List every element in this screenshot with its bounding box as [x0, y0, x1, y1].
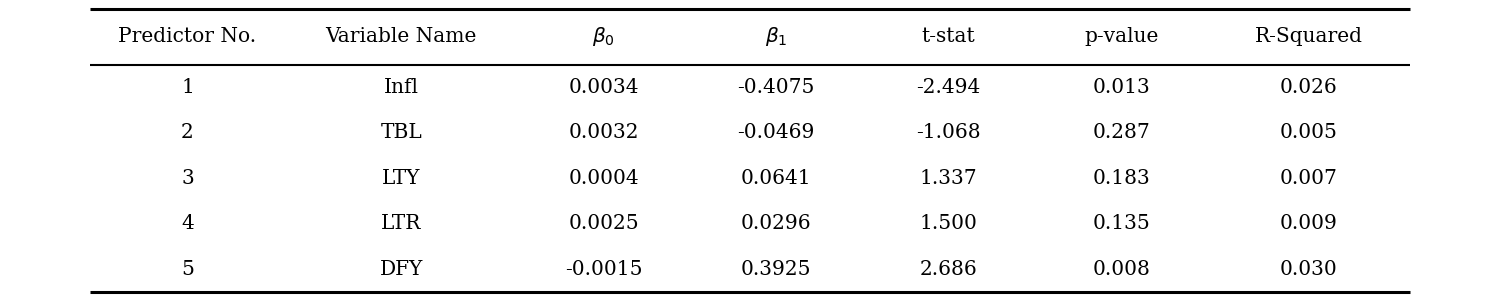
Text: 0.0034: 0.0034 [568, 78, 639, 97]
Text: 0.013: 0.013 [1092, 78, 1150, 97]
Text: 1.337: 1.337 [920, 169, 978, 188]
Text: 0.008: 0.008 [1092, 260, 1150, 279]
Text: 0.0641: 0.0641 [741, 169, 812, 188]
Text: $\beta_0$: $\beta_0$ [592, 25, 615, 48]
Text: 0.005: 0.005 [1280, 123, 1338, 142]
Text: 0.007: 0.007 [1280, 169, 1338, 188]
Text: TBL: TBL [381, 123, 422, 142]
Text: 0.183: 0.183 [1092, 169, 1150, 188]
Text: 0.0004: 0.0004 [568, 169, 639, 188]
Text: Variable Name: Variable Name [326, 27, 477, 46]
Text: 2.686: 2.686 [920, 260, 978, 279]
Text: $\beta_1$: $\beta_1$ [765, 25, 788, 48]
Text: -1.068: -1.068 [916, 123, 981, 142]
Text: 3: 3 [182, 169, 194, 188]
Text: -0.0015: -0.0015 [566, 260, 642, 279]
Text: LTY: LTY [382, 169, 420, 188]
Text: p-value: p-value [1084, 27, 1158, 46]
Text: 0.0296: 0.0296 [741, 214, 812, 233]
Text: 4: 4 [182, 214, 194, 233]
Text: Infl: Infl [384, 78, 418, 97]
Text: 0.0025: 0.0025 [568, 214, 639, 233]
Text: -2.494: -2.494 [916, 78, 981, 97]
Text: LTR: LTR [381, 214, 422, 233]
Text: Predictor No.: Predictor No. [118, 27, 256, 46]
Text: -0.0469: -0.0469 [738, 123, 815, 142]
Text: 0.030: 0.030 [1280, 260, 1338, 279]
Text: 0.287: 0.287 [1092, 123, 1150, 142]
Text: 0.009: 0.009 [1280, 214, 1338, 233]
Text: 1: 1 [182, 78, 194, 97]
Text: 0.135: 0.135 [1092, 214, 1150, 233]
Text: 0.3925: 0.3925 [741, 260, 812, 279]
Text: 0.026: 0.026 [1280, 78, 1338, 97]
Text: R-Squared: R-Squared [1254, 27, 1362, 46]
Text: 2: 2 [182, 123, 194, 142]
Text: -0.4075: -0.4075 [738, 78, 815, 97]
Text: DFY: DFY [380, 260, 423, 279]
Text: 0.0032: 0.0032 [568, 123, 639, 142]
Text: 1.500: 1.500 [920, 214, 978, 233]
Text: 5: 5 [182, 260, 194, 279]
Text: t-stat: t-stat [922, 27, 975, 46]
